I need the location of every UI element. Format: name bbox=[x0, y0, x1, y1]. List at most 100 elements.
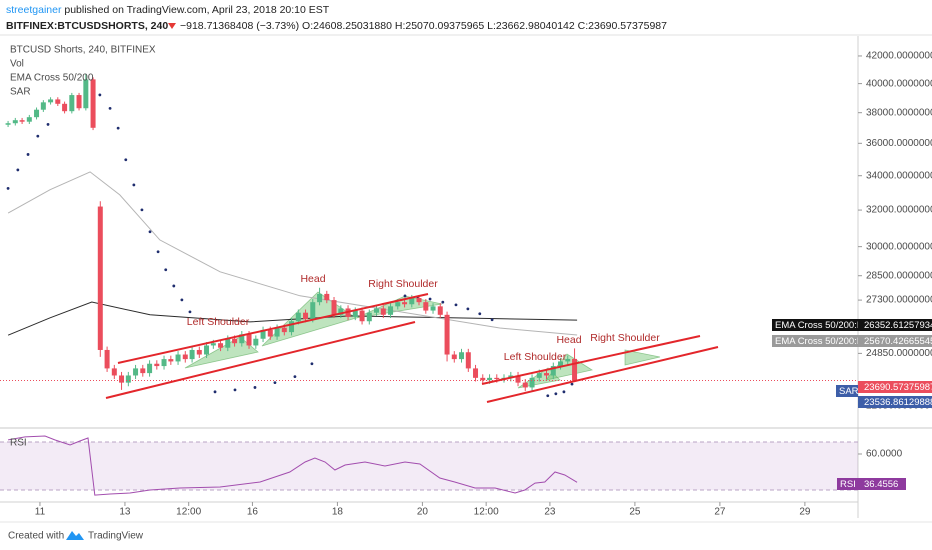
sar-dot bbox=[148, 230, 152, 234]
sar-dot bbox=[253, 386, 257, 389]
legend-item[interactable]: EMA Cross 50/200 bbox=[10, 73, 94, 84]
candle-body bbox=[359, 310, 365, 322]
y-tick-label: 42000.00000000 bbox=[866, 51, 932, 62]
legend-item[interactable]: Vol bbox=[10, 59, 24, 70]
sar-dot bbox=[180, 298, 184, 302]
sar-dot bbox=[478, 312, 482, 316]
x-tick-label: 29 bbox=[799, 507, 811, 518]
candle-body bbox=[76, 95, 82, 109]
candle-body bbox=[395, 302, 401, 307]
box-label: SAR bbox=[839, 386, 859, 397]
x-tick-label: 20 bbox=[417, 507, 429, 518]
sar-dot bbox=[6, 186, 10, 190]
footer-brand[interactable]: TradingView bbox=[88, 531, 144, 542]
annotation: Head bbox=[300, 273, 325, 285]
published: published on TradingView.com, April 23, … bbox=[64, 4, 329, 16]
candle-body bbox=[473, 368, 479, 378]
box bbox=[836, 385, 858, 397]
marks: 22650.0000000024850.0000000027300.000000… bbox=[0, 51, 932, 518]
candle-body bbox=[274, 327, 280, 337]
candle-body bbox=[97, 206, 103, 350]
candle-body bbox=[331, 300, 337, 315]
sar-dot bbox=[140, 208, 144, 212]
down-arrow bbox=[168, 23, 176, 29]
candle-body bbox=[267, 329, 273, 337]
sar-dot bbox=[213, 390, 217, 394]
sar-dot bbox=[233, 388, 237, 392]
box bbox=[837, 478, 858, 490]
candle-body bbox=[536, 373, 542, 378]
sar-dot bbox=[26, 153, 30, 156]
sar-dot bbox=[546, 394, 550, 398]
candle-body bbox=[125, 375, 131, 383]
candle-body bbox=[529, 377, 535, 388]
candle-body bbox=[154, 363, 160, 367]
candle-body bbox=[175, 354, 181, 362]
candle-body bbox=[5, 123, 11, 125]
candle-body bbox=[416, 298, 422, 303]
candle-body bbox=[494, 377, 500, 380]
candle-body bbox=[515, 375, 521, 383]
symbol-line: BITFINEX:BTCUSDSHORTS, 240 bbox=[6, 20, 168, 32]
candle-body bbox=[430, 306, 436, 311]
y-tick-label: 34000.00000000 bbox=[866, 170, 932, 181]
sar-dot bbox=[466, 307, 470, 311]
ohlc-line: −918.71368408 (−3.73%) O:24608.25031880 … bbox=[180, 20, 667, 32]
x-tick-label: 27 bbox=[714, 507, 726, 518]
candle-body bbox=[69, 95, 75, 112]
candle-body bbox=[437, 306, 443, 315]
candle-body bbox=[147, 363, 153, 374]
change: −918.71368408 (−3.73%) bbox=[180, 20, 299, 32]
annotation: Head bbox=[556, 334, 581, 346]
candle-body bbox=[140, 368, 146, 374]
sar-dot bbox=[46, 123, 50, 126]
box bbox=[772, 335, 858, 347]
box bbox=[858, 396, 932, 408]
trend-lines bbox=[105, 293, 719, 403]
candle-body bbox=[409, 298, 415, 305]
annotation: Left Shoulder bbox=[504, 351, 567, 363]
candle-body bbox=[317, 293, 323, 303]
y-tick-label: 30000.00000000 bbox=[866, 241, 932, 252]
sar-dot bbox=[172, 284, 176, 288]
y-tick-label: 38000.00000000 bbox=[866, 107, 932, 118]
candle-body bbox=[253, 338, 259, 346]
x-tick-label: 13 bbox=[119, 507, 131, 518]
y-tick-label: 40000.00000000 bbox=[866, 78, 932, 89]
candle-body bbox=[55, 99, 61, 104]
box-value: 23690.57375987 bbox=[864, 382, 932, 393]
logo bbox=[66, 531, 84, 540]
candle-body bbox=[19, 120, 25, 122]
candle-body bbox=[465, 352, 471, 369]
candle-body bbox=[12, 120, 18, 124]
candle-body bbox=[444, 314, 450, 355]
candle-body bbox=[40, 102, 46, 110]
box-value: 23536.86129888 bbox=[864, 397, 932, 408]
legend-item[interactable]: RSI bbox=[10, 438, 27, 449]
candle-body bbox=[182, 354, 188, 360]
trend-line bbox=[105, 321, 416, 399]
candle-body bbox=[168, 359, 174, 362]
y-tick-label: 32000.00000000 bbox=[866, 205, 932, 216]
x-tick-label: 16 bbox=[247, 507, 259, 518]
candle-body bbox=[260, 329, 266, 339]
candle-body bbox=[204, 345, 210, 355]
author[interactable]: streetgainer bbox=[6, 4, 62, 16]
annotation: Right Shoulder bbox=[368, 278, 438, 290]
sar-dot bbox=[403, 294, 407, 298]
sar-dot bbox=[156, 250, 160, 254]
y-tick-label: 27300.00000000 bbox=[866, 295, 932, 306]
box bbox=[858, 381, 932, 393]
candle-body bbox=[232, 338, 238, 344]
x-tick-label: 12:00 bbox=[474, 507, 499, 518]
legend-item[interactable]: SAR bbox=[10, 87, 31, 98]
candle-body bbox=[225, 338, 231, 348]
ema-line bbox=[7, 171, 578, 336]
candle-body bbox=[210, 343, 216, 346]
candle-body bbox=[34, 109, 40, 118]
candle-body bbox=[352, 310, 358, 317]
candle-body bbox=[196, 349, 202, 355]
candle-body bbox=[459, 352, 465, 360]
